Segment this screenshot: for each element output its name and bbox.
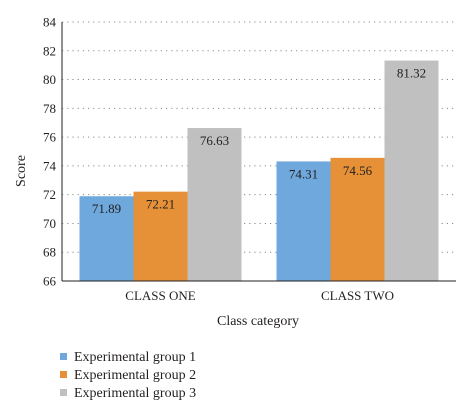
x-category-label: CLASS TWO [321, 288, 394, 303]
legend-swatch [60, 371, 67, 378]
legend-swatch [60, 389, 67, 396]
data-label: 74.31 [289, 166, 318, 181]
bars: 71.89 72.21 76.63 74.31 74.56 81.32 [79, 60, 439, 281]
y-tick-label: 68 [43, 245, 56, 260]
legend-entry: Experimental group 2 [74, 368, 196, 383]
y-tick-label: 66 [43, 274, 57, 289]
y-tick-label: 74 [43, 158, 57, 173]
y-tick-label: 84 [43, 15, 57, 30]
data-label: 74.56 [343, 163, 373, 178]
y-tick-label: 72 [43, 187, 56, 202]
bar [187, 128, 242, 281]
data-label: 71.89 [92, 201, 121, 216]
y-tick-labels: 66 68 70 72 74 76 78 80 82 84 [43, 15, 57, 289]
data-label: 76.63 [200, 133, 229, 148]
y-tick-label: 78 [43, 101, 56, 116]
data-label: 72.21 [146, 197, 175, 212]
y-axis-title: Score [14, 155, 29, 187]
bar [276, 161, 331, 281]
legend-swatch [60, 353, 67, 360]
bar [330, 157, 385, 281]
bar [133, 191, 188, 281]
x-category-label: CLASS ONE [125, 288, 195, 303]
y-tick-label: 70 [43, 216, 56, 231]
y-tick-label: 80 [43, 72, 56, 87]
y-tick-label: 82 [43, 43, 56, 58]
x-axis-title: Class category [217, 314, 299, 329]
x-category-labels: CLASS ONE CLASS TWO [125, 288, 394, 303]
legend: Experimental group 1 Experimental group 2… [60, 350, 196, 401]
bar [79, 196, 134, 281]
axes [61, 22, 456, 282]
data-label: 81.32 [397, 66, 426, 81]
y-tick-label: 76 [43, 130, 57, 145]
legend-entry: Experimental group 1 [74, 350, 196, 365]
legend-entry: Experimental group 3 [74, 386, 196, 401]
bar [384, 60, 439, 281]
